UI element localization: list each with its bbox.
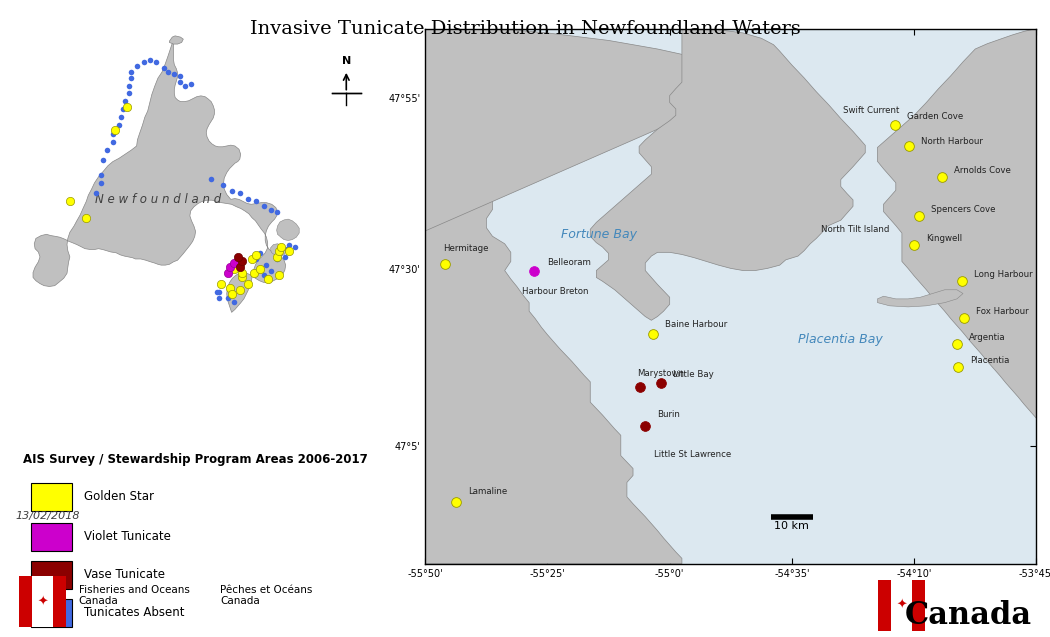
Text: Golden Star: Golden Star xyxy=(84,490,154,503)
Polygon shape xyxy=(878,290,963,307)
Text: Little St Lawrence: Little St Lawrence xyxy=(654,450,732,459)
Text: Long Harbour: Long Harbour xyxy=(974,270,1032,279)
Text: Marystown: Marystown xyxy=(637,369,685,378)
Bar xyxy=(32,561,71,589)
Text: Argentia: Argentia xyxy=(969,333,1006,343)
Text: North Tilt Island: North Tilt Island xyxy=(821,225,889,234)
Text: Vase Tunicate: Vase Tunicate xyxy=(84,568,165,581)
Text: Violet Tunicate: Violet Tunicate xyxy=(84,530,171,543)
Polygon shape xyxy=(169,36,184,44)
Polygon shape xyxy=(878,29,1036,419)
Text: Placentia: Placentia xyxy=(970,356,1010,365)
Text: Harbour Breton: Harbour Breton xyxy=(522,287,588,296)
Bar xyxy=(32,483,71,511)
Bar xyxy=(32,599,71,627)
Text: Lamaline: Lamaline xyxy=(468,487,507,496)
Bar xyxy=(878,580,891,631)
Text: Swift Current: Swift Current xyxy=(843,106,899,115)
Polygon shape xyxy=(271,244,286,256)
Text: Tunicates Absent: Tunicates Absent xyxy=(84,606,185,619)
Text: Invasive Tunicate Distribution in Newfoundland Waters: Invasive Tunicate Distribution in Newfou… xyxy=(250,20,800,38)
Text: ✦: ✦ xyxy=(38,596,48,608)
Text: Little Bay: Little Bay xyxy=(673,370,714,380)
Text: N e w f o u n d l a n d: N e w f o u n d l a n d xyxy=(94,193,222,206)
Text: ✦: ✦ xyxy=(896,599,906,612)
Text: Pêches et Océans
Canada: Pêches et Océans Canada xyxy=(220,585,313,606)
Text: 10 km: 10 km xyxy=(775,521,810,531)
Text: AIS Survey / Stewardship Program Areas 2006-2017: AIS Survey / Stewardship Program Areas 2… xyxy=(23,453,368,466)
Polygon shape xyxy=(425,29,681,564)
Text: Baine Harbour: Baine Harbour xyxy=(665,320,727,329)
Polygon shape xyxy=(590,29,865,320)
Text: Canada: Canada xyxy=(905,600,1032,631)
Text: North Harbour: North Harbour xyxy=(922,136,984,145)
Text: N: N xyxy=(341,56,351,66)
Text: Kingwell: Kingwell xyxy=(926,234,963,243)
Text: Placentia Bay: Placentia Bay xyxy=(798,333,883,345)
Text: Fortune Bay: Fortune Bay xyxy=(562,228,637,241)
Polygon shape xyxy=(425,29,737,231)
Bar xyxy=(19,576,33,627)
Text: Arnolds Cove: Arnolds Cove xyxy=(953,166,1011,176)
Polygon shape xyxy=(277,219,299,240)
Text: Burin: Burin xyxy=(657,410,680,420)
Text: Fox Harbour: Fox Harbour xyxy=(976,306,1029,316)
Bar xyxy=(911,580,925,631)
Bar xyxy=(32,522,71,551)
Bar xyxy=(52,576,66,627)
Polygon shape xyxy=(33,43,286,312)
Bar xyxy=(33,576,52,627)
Bar xyxy=(891,580,911,631)
Text: Fisheries and Oceans
Canada: Fisheries and Oceans Canada xyxy=(79,585,190,606)
Text: 13/02/2018: 13/02/2018 xyxy=(16,511,80,521)
Text: Spencers Cove: Spencers Cove xyxy=(931,205,995,214)
Text: Belleoram: Belleoram xyxy=(547,258,591,267)
Text: Garden Cove: Garden Cove xyxy=(907,113,963,122)
Text: Hermitage: Hermitage xyxy=(443,243,489,252)
